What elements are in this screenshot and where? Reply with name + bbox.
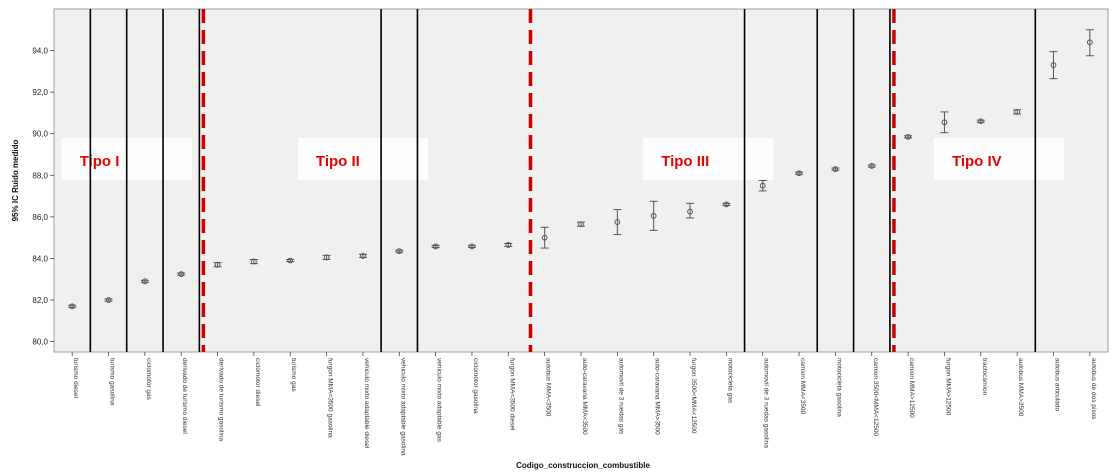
- region-label: Tipo III: [661, 153, 709, 170]
- x-tick-label: derivado de turismo gasolina: [218, 358, 225, 441]
- x-tick-label: ciclomotor gas: [145, 358, 152, 401]
- x-tick-label: camion 3500<MMA<12500: [872, 358, 879, 436]
- mean-marker: [941, 119, 948, 126]
- x-tick-label: derivado de turismo diesel: [181, 358, 188, 434]
- mean-marker: [323, 254, 330, 261]
- x-tick-label: vehiculo mixto adaptable diesel: [363, 358, 370, 449]
- y-tick-label: 82,0: [32, 296, 48, 305]
- mean-marker: [396, 248, 403, 255]
- mean-marker: [469, 243, 475, 250]
- region-label: Tipo IV: [952, 153, 1002, 170]
- y-tick-label: 80,0: [32, 338, 48, 347]
- mean-marker: [759, 182, 766, 189]
- x-tick-label: autobus MMA>3500: [1017, 358, 1024, 417]
- x-tick-label: motocicleta gas: [726, 358, 733, 404]
- mean-marker: [650, 212, 657, 219]
- mean-marker: [578, 221, 584, 228]
- region-label-box: [297, 138, 428, 180]
- y-tick-label: 92,0: [32, 88, 48, 97]
- x-tick-label: camion MMA>12500: [908, 358, 915, 418]
- x-tick-label: camion MMA<3500: [799, 358, 806, 415]
- mean-marker: [178, 271, 185, 277]
- x-tick-label: furgon 3500<MMA<12500: [690, 358, 697, 434]
- mean-marker: [287, 257, 294, 264]
- mean-marker: [505, 242, 512, 248]
- x-tick-label: auto-caravana MMA>3500: [654, 358, 661, 435]
- mean-marker: [141, 278, 148, 285]
- mean-marker: [832, 166, 839, 172]
- mean-marker: [614, 219, 621, 225]
- plot-area: [53, 8, 1109, 353]
- mean-marker: [868, 163, 875, 169]
- x-tick-label: tractocamion: [981, 358, 988, 396]
- region-label: Tipo II: [316, 153, 360, 170]
- x-tick-label: furgon MMA>12500: [944, 358, 951, 416]
- x-tick-label: automovil de 3 ruedas gasolina: [763, 358, 770, 448]
- x-tick-label: ciclomotor diesel: [254, 358, 261, 407]
- y-axis-title: 95% IC Ruido medido: [11, 140, 20, 222]
- region-label: Tipo I: [80, 153, 120, 170]
- mean-marker: [105, 297, 112, 303]
- mean-marker: [1050, 62, 1057, 69]
- x-tick-label: turismo diesel: [72, 358, 79, 399]
- mean-marker: [1086, 39, 1093, 46]
- x-tick-label: autobus MMA<3500: [545, 358, 552, 417]
- y-tick-label: 88,0: [32, 171, 48, 180]
- y-tick-label: 84,0: [32, 254, 48, 263]
- x-tick-label: autobus de dos pisos: [1090, 358, 1097, 420]
- mean-marker: [360, 253, 366, 259]
- x-tick-label: automovil de 3 ruedas gas: [617, 358, 624, 435]
- x-tick-label: turismo gas: [290, 358, 297, 392]
- x-tick-label: autobus articulado: [1053, 358, 1060, 412]
- mean-marker: [977, 118, 984, 125]
- y-tick-label: 94,0: [32, 47, 48, 56]
- mean-marker: [905, 133, 912, 140]
- region-label-box: [643, 138, 774, 180]
- mean-marker: [432, 243, 439, 250]
- mean-marker: [687, 208, 693, 215]
- x-tick-label: turismo gasolina: [109, 358, 116, 406]
- mean-marker: [214, 261, 221, 268]
- x-tick-label: vehiculo mixto adaptable gas: [436, 358, 443, 443]
- mean-marker: [69, 303, 76, 310]
- y-tick-label: 86,0: [32, 213, 48, 222]
- mean-marker: [541, 234, 548, 241]
- mean-marker: [796, 170, 802, 177]
- mean-marker: [250, 258, 257, 265]
- region-label-box: [933, 138, 1064, 180]
- mean-marker: [723, 201, 730, 208]
- x-tick-label: furgon MMA<3500 gasolina: [327, 358, 334, 438]
- x-tick-label: vehiculo mixto adaptable gasolina: [399, 358, 406, 456]
- y-tick-label: 90,0: [32, 130, 48, 139]
- x-axis-title: Codigo_construccion_combustible: [516, 461, 650, 470]
- x-tick-label: furgon MMA<3500 diesel: [508, 358, 515, 431]
- x-tick-label: auto-caravana MMA<3500: [581, 358, 588, 435]
- mean-marker: [1014, 109, 1021, 115]
- x-tick-label: ciclomotor gasolina: [472, 358, 479, 414]
- x-tick-label: motocicleta gasolina: [835, 358, 842, 417]
